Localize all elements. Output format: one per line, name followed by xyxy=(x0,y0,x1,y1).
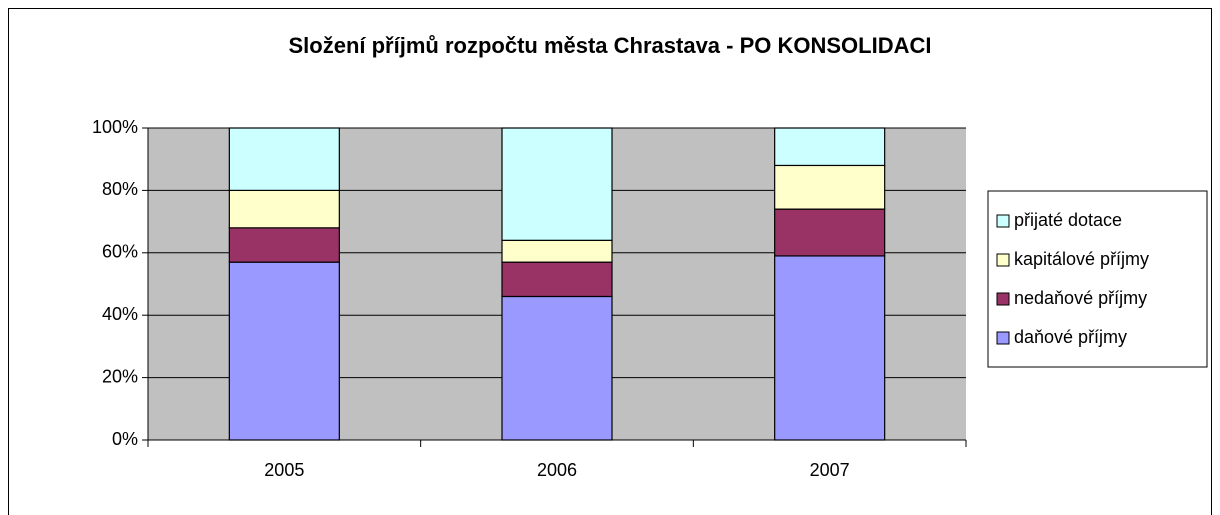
bar-segment xyxy=(501,239,613,263)
bar-segment xyxy=(774,164,886,210)
legend-swatch xyxy=(996,214,1010,228)
legend-swatch xyxy=(996,331,1010,345)
bar-segment xyxy=(774,208,886,257)
bar-segment xyxy=(774,127,886,167)
chart-title: Složení příjmů rozpočtu města Chrastava … xyxy=(289,33,932,58)
legend-swatch xyxy=(996,253,1010,267)
x-tick-label: 2006 xyxy=(537,460,577,480)
legend-label: kapitálové příjmy xyxy=(1014,249,1149,269)
y-tick-label: 80% xyxy=(102,179,138,199)
bar-segment xyxy=(774,255,886,441)
x-tick-label: 2005 xyxy=(264,460,304,480)
bar-segment xyxy=(228,189,340,229)
bar-segment xyxy=(501,127,613,241)
x-tick-label: 2007 xyxy=(810,460,850,480)
y-tick-label: 100% xyxy=(92,117,138,137)
legend-swatch xyxy=(996,292,1010,306)
bar-segment xyxy=(228,127,340,192)
y-tick-label: 0% xyxy=(112,429,138,449)
bar-segment xyxy=(501,295,613,441)
legend-box xyxy=(987,190,1208,368)
legend-label: daňové příjmy xyxy=(1014,327,1127,347)
y-tick-label: 40% xyxy=(102,304,138,324)
legend-label: přijaté dotace xyxy=(1014,210,1122,230)
bar-segment xyxy=(228,227,340,263)
y-tick-label: 60% xyxy=(102,242,138,262)
y-tick-label: 20% xyxy=(102,366,138,386)
bar-segment xyxy=(228,261,340,441)
legend-label: nedaňové příjmy xyxy=(1014,288,1147,308)
bar-segment xyxy=(501,261,613,298)
